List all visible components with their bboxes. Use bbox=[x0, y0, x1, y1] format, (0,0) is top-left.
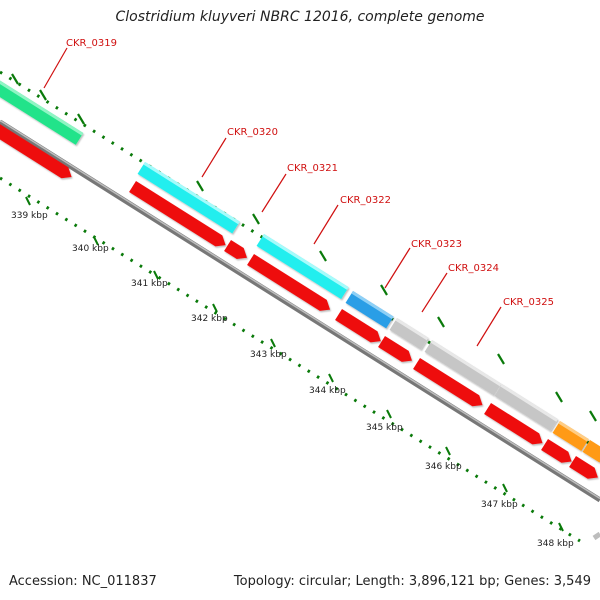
scale-label-344: 344 kbp bbox=[309, 386, 346, 396]
topology-label: Topology: circular; Length: 3,896,121 bp… bbox=[233, 574, 591, 589]
leader-ckr-0325 bbox=[476, 306, 502, 347]
map-title: Clostridium kluyveri NBRC 12016, complet… bbox=[115, 9, 485, 25]
tick-mark bbox=[270, 338, 276, 348]
tick-mark bbox=[555, 391, 563, 403]
tick-mark bbox=[11, 73, 19, 85]
label-ckr-0321[interactable]: CKR_0321 bbox=[287, 163, 338, 174]
gene-arrow[interactable] bbox=[484, 403, 546, 449]
tick-mark bbox=[437, 316, 445, 328]
gene-ckr-0319[interactable] bbox=[0, 68, 84, 145]
tick-mark bbox=[445, 446, 451, 456]
scale-label-342: 342 kbp bbox=[191, 314, 228, 324]
inner-scale-ring bbox=[0, 176, 581, 543]
label-ckr-0324[interactable]: CKR_0324 bbox=[448, 263, 499, 274]
gene-orange[interactable] bbox=[552, 421, 589, 451]
leader-ckr-0320 bbox=[201, 137, 227, 178]
backbone-highlight bbox=[0, 119, 600, 500]
tick-mark bbox=[39, 89, 47, 101]
tick-mark bbox=[212, 303, 218, 313]
gene-arrow[interactable] bbox=[413, 358, 486, 411]
leader-ckr-0322 bbox=[313, 204, 339, 245]
gene-ckr-0320[interactable] bbox=[137, 162, 240, 234]
tick-mark bbox=[380, 284, 388, 296]
label-ckr-0320[interactable]: CKR_0320 bbox=[227, 127, 278, 138]
leader-ckr-0319 bbox=[43, 47, 68, 89]
tick-mark bbox=[93, 236, 99, 246]
tick-mark bbox=[386, 409, 392, 419]
edge-feature-mark bbox=[592, 531, 600, 541]
scale-label-345: 345 kbp bbox=[366, 423, 403, 433]
gene-arrow[interactable] bbox=[224, 240, 250, 263]
leader-ckr-0324 bbox=[421, 272, 448, 313]
gene-orange[interactable] bbox=[582, 440, 600, 463]
tick-mark bbox=[497, 353, 505, 365]
major-ticks bbox=[11, 73, 597, 532]
scale-label-346: 346 kbp bbox=[425, 462, 462, 472]
tick-mark bbox=[25, 196, 31, 206]
scale-label-341: 341 kbp bbox=[131, 279, 168, 289]
gene-gray[interactable] bbox=[494, 384, 558, 432]
scale-label-340: 340 kbp bbox=[72, 244, 109, 254]
tick-mark bbox=[252, 213, 260, 225]
gene-labels: CKR_0319 CKR_0320 CKR_0321 CKR_0322 CKR_… bbox=[66, 38, 554, 308]
gene-arrow[interactable] bbox=[247, 254, 333, 315]
tick-mark bbox=[328, 373, 334, 383]
accession-label: Accession: NC_011837 bbox=[9, 574, 157, 589]
gene-arrow[interactable] bbox=[129, 181, 229, 251]
tick-mark bbox=[558, 522, 564, 532]
label-leaders bbox=[43, 47, 502, 347]
tick-mark bbox=[502, 483, 508, 493]
gene-ckr-0322[interactable] bbox=[256, 233, 349, 300]
scale-label-347: 347 kbp bbox=[481, 500, 518, 510]
leader-ckr-0323 bbox=[384, 247, 411, 289]
tick-mark bbox=[196, 180, 204, 192]
gene-arrow[interactable] bbox=[569, 456, 600, 483]
inner-scale-dots bbox=[0, 176, 581, 543]
label-ckr-0325[interactable]: CKR_0325 bbox=[503, 297, 554, 308]
leader-ckr-0321 bbox=[261, 173, 287, 213]
gene-arrow[interactable] bbox=[541, 439, 575, 467]
scale-label-339: 339 kbp bbox=[11, 211, 48, 221]
gene-arrow[interactable] bbox=[0, 99, 75, 182]
label-ckr-0323[interactable]: CKR_0323 bbox=[411, 239, 462, 250]
gene-ckr-0324[interactable] bbox=[389, 318, 429, 350]
tick-mark bbox=[77, 113, 85, 125]
gene-ckr-0323[interactable] bbox=[345, 291, 394, 329]
gene-arrow[interactable] bbox=[378, 336, 415, 366]
gene-ckr-0325[interactable] bbox=[424, 340, 502, 396]
backbone bbox=[0, 119, 600, 503]
scale-label-348: 348 kbp bbox=[537, 539, 574, 549]
gene-track-colored bbox=[0, 68, 600, 463]
tick-mark bbox=[153, 270, 159, 280]
gene-track-red bbox=[0, 99, 600, 483]
label-ckr-0322[interactable]: CKR_0322 bbox=[340, 195, 391, 206]
backbone-line bbox=[0, 119, 600, 503]
tick-mark bbox=[589, 410, 597, 422]
scale-label-343: 343 kbp bbox=[250, 350, 287, 360]
label-ckr-0319[interactable]: CKR_0319 bbox=[66, 38, 117, 49]
gene-arrow[interactable] bbox=[335, 309, 384, 347]
scale-labels: 339 kbp 340 kbp 341 kbp 342 kbp 343 kbp … bbox=[11, 211, 574, 549]
edge-feature bbox=[592, 531, 600, 541]
tick-mark bbox=[319, 250, 327, 262]
